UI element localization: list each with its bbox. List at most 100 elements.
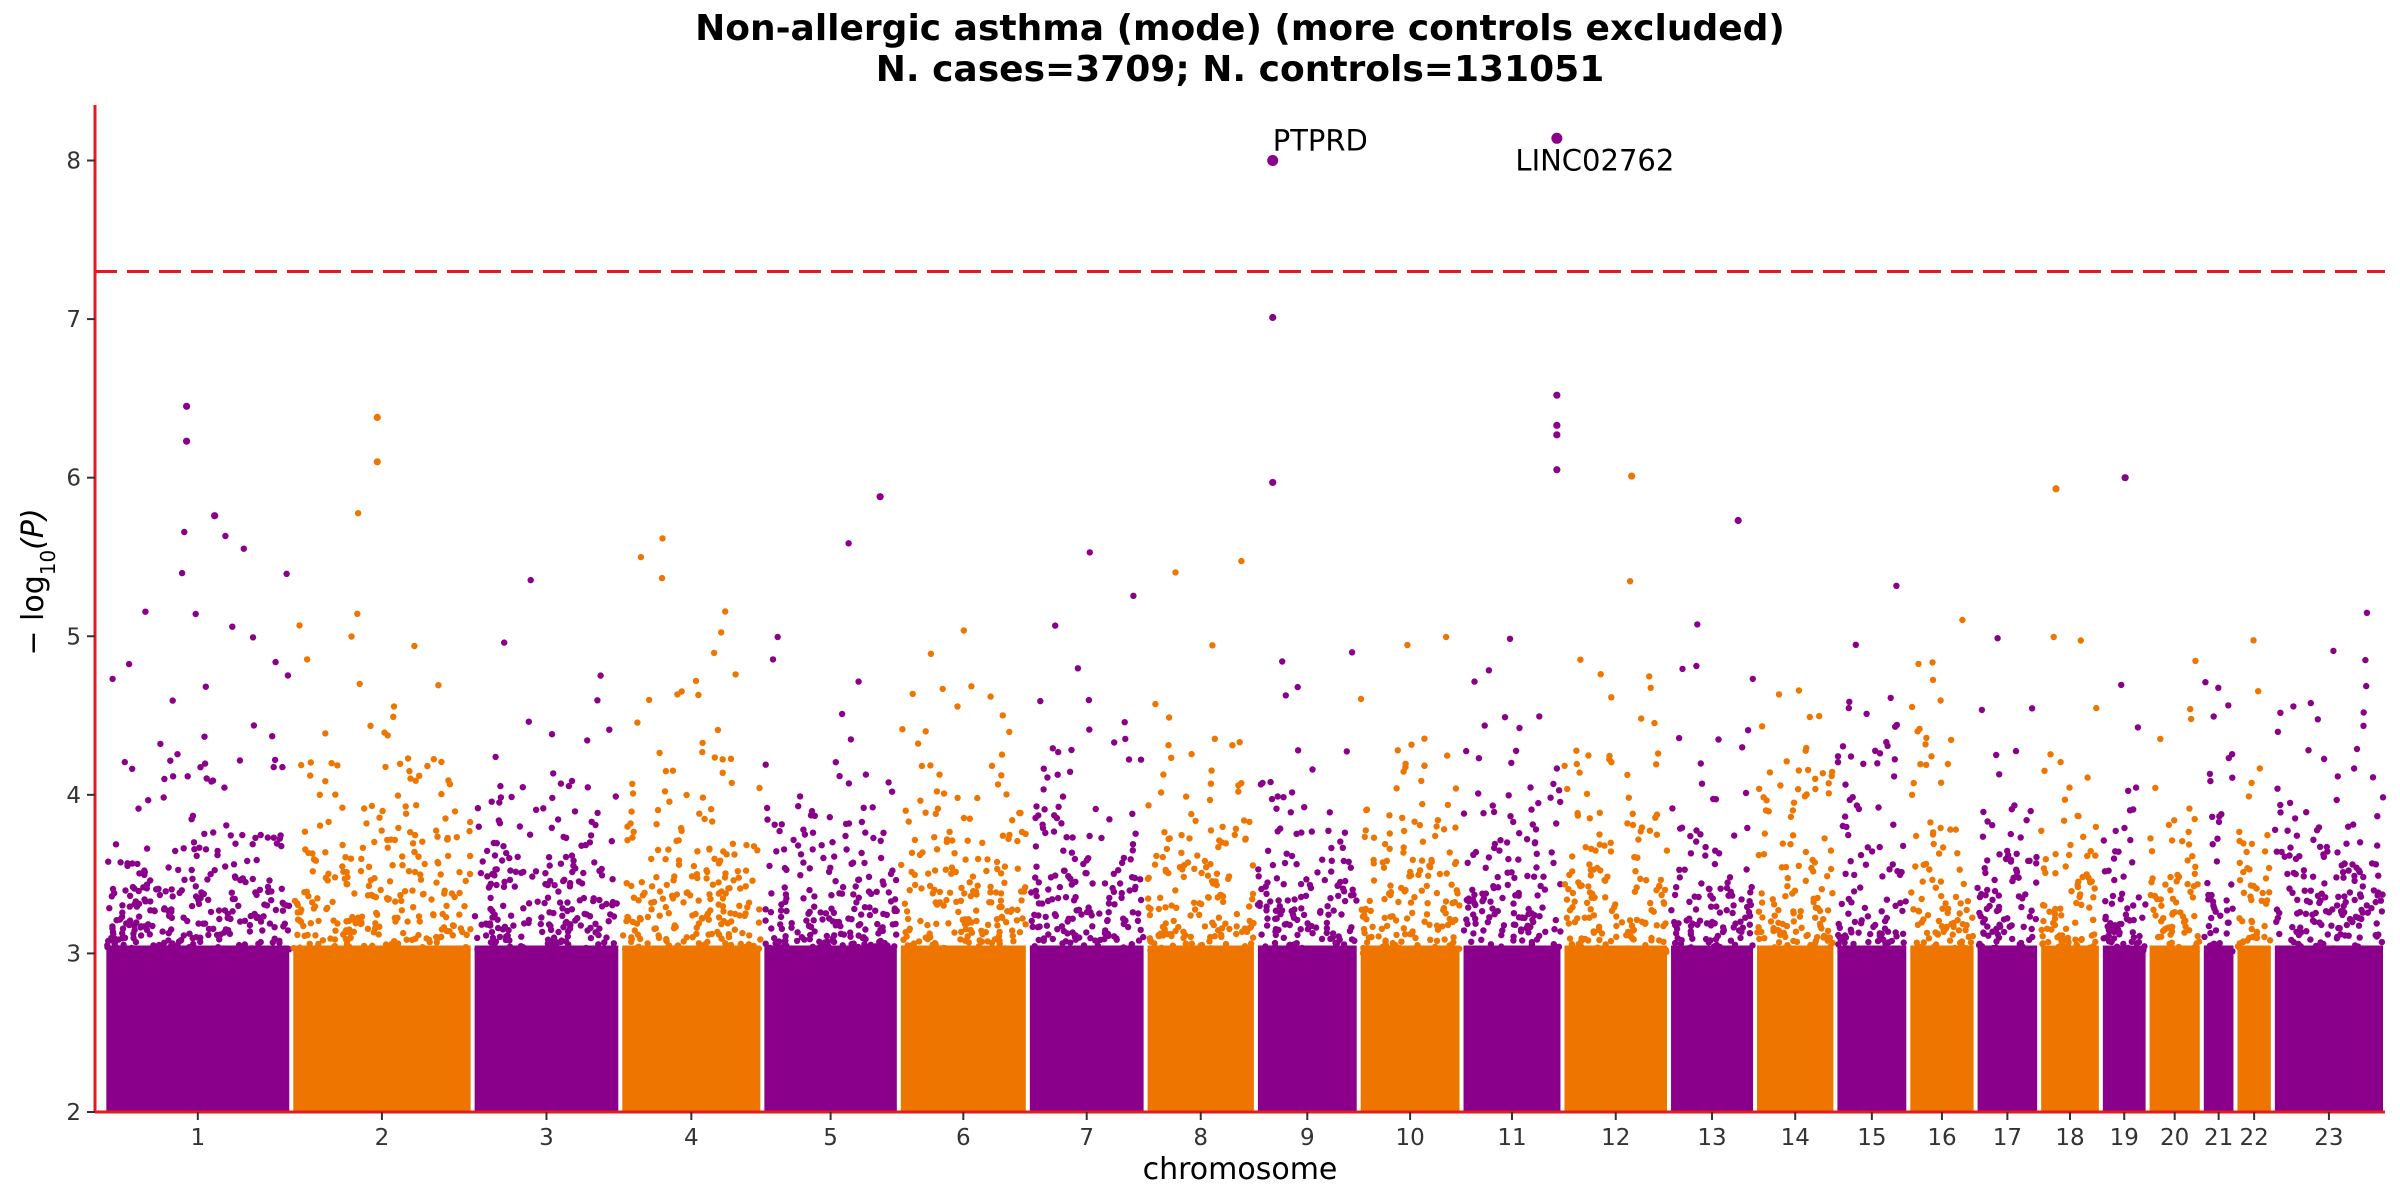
snp-point (1284, 897, 1292, 904)
snp-point (701, 815, 708, 823)
snp-point (582, 944, 590, 952)
snp-point (2000, 928, 2008, 936)
snp-point (165, 912, 173, 919)
snp-point (2052, 850, 2059, 858)
snp-point (1887, 694, 1894, 702)
snp-point (1713, 903, 1720, 910)
snp-point (1789, 807, 1797, 814)
x-tick-label: 13 (1697, 1125, 1726, 1151)
snp-point (1653, 831, 1661, 838)
snp-point (2247, 882, 2255, 889)
snp-point (900, 936, 907, 943)
snp-point (973, 907, 980, 914)
snp-point (498, 857, 506, 864)
snp-point (2193, 948, 2200, 955)
snp-point (708, 930, 715, 938)
snp-point (601, 939, 608, 946)
snp-point (540, 805, 547, 812)
snp-point (343, 880, 350, 888)
snp-point (623, 880, 630, 887)
snp-point (1592, 847, 1599, 854)
snp-point (722, 608, 729, 615)
snp-point (1876, 750, 1884, 757)
snp-point (1158, 944, 1165, 951)
snp-point (958, 884, 965, 892)
snp-point (1288, 789, 1296, 796)
snp-point (1744, 727, 1752, 734)
snp-point (2378, 938, 2386, 946)
snp-point (1624, 820, 1631, 827)
snp-point (737, 885, 744, 892)
snp-point (1051, 911, 1059, 918)
snp-point (877, 837, 884, 844)
snp-point (1033, 863, 1040, 870)
snp-point (421, 860, 428, 868)
snp-point (1914, 728, 1921, 735)
snp-point (2064, 934, 2072, 942)
snp-point (703, 867, 710, 874)
snp-point (221, 784, 228, 791)
snp-point (1039, 900, 1046, 907)
snp-point (917, 797, 924, 804)
snp-point (1947, 736, 1955, 744)
chromosome-23-points (2271, 609, 2387, 1112)
snp-point (968, 683, 975, 690)
snp-point (1608, 694, 1615, 701)
snp-point (780, 846, 788, 853)
snp-point (201, 733, 208, 740)
snp-point (771, 821, 778, 828)
snp-point (1632, 868, 1639, 875)
snp-point (709, 881, 717, 888)
snp-point (1715, 736, 1722, 743)
snp-point (507, 946, 514, 953)
snp-point (2250, 949, 2258, 957)
snp-point (1341, 897, 1349, 905)
snp-point (815, 944, 823, 951)
snp-point (1485, 667, 1493, 674)
chromosome-9-points (1254, 649, 1360, 1112)
snp-point (1629, 821, 1637, 829)
snp-point (1658, 891, 1665, 899)
point-band (1147, 945, 1254, 1112)
snp-point (652, 925, 659, 932)
snp-point (175, 866, 182, 874)
snp-point (1557, 798, 1564, 806)
snp-point (1634, 854, 1641, 861)
snp-point (2236, 877, 2244, 884)
snp-point (209, 777, 217, 784)
snp-point (2118, 920, 2125, 928)
snp-point (1110, 933, 1118, 940)
snp-point (331, 936, 339, 943)
snp-point (2179, 838, 2186, 845)
snp-point (1290, 914, 1298, 921)
chart-subtitle: N. cases=3709; N. controls=131051 (876, 49, 1605, 90)
snp-point (1386, 845, 1393, 852)
snp-point (663, 881, 670, 889)
snp-point (1686, 915, 1693, 922)
snp-point (1550, 941, 1558, 948)
snp-point (493, 866, 500, 873)
snp-point (2109, 892, 2117, 900)
snp-point (1421, 762, 1428, 769)
snp-point (2154, 895, 2161, 903)
snp-point (1013, 917, 1021, 924)
snp-point (1861, 904, 1869, 912)
snp-point (2042, 856, 2049, 863)
snp-point (2368, 905, 2375, 912)
snp-point (247, 912, 254, 920)
snp-point (1019, 915, 1026, 922)
snp-point (2353, 745, 2361, 753)
snp-point (2088, 932, 2096, 939)
snp-point (2100, 837, 2107, 844)
snp-point (1573, 760, 1581, 768)
snp-point (1497, 837, 1504, 844)
snp-point (860, 944, 867, 951)
snp-point (232, 840, 239, 847)
snp-point (2004, 847, 2011, 855)
snp-point (1343, 748, 1351, 755)
snp-point (931, 939, 939, 947)
snp-point (1948, 920, 1955, 928)
snp-point (1041, 806, 1048, 813)
snp-point (1845, 704, 1853, 712)
snp-point (619, 932, 627, 939)
